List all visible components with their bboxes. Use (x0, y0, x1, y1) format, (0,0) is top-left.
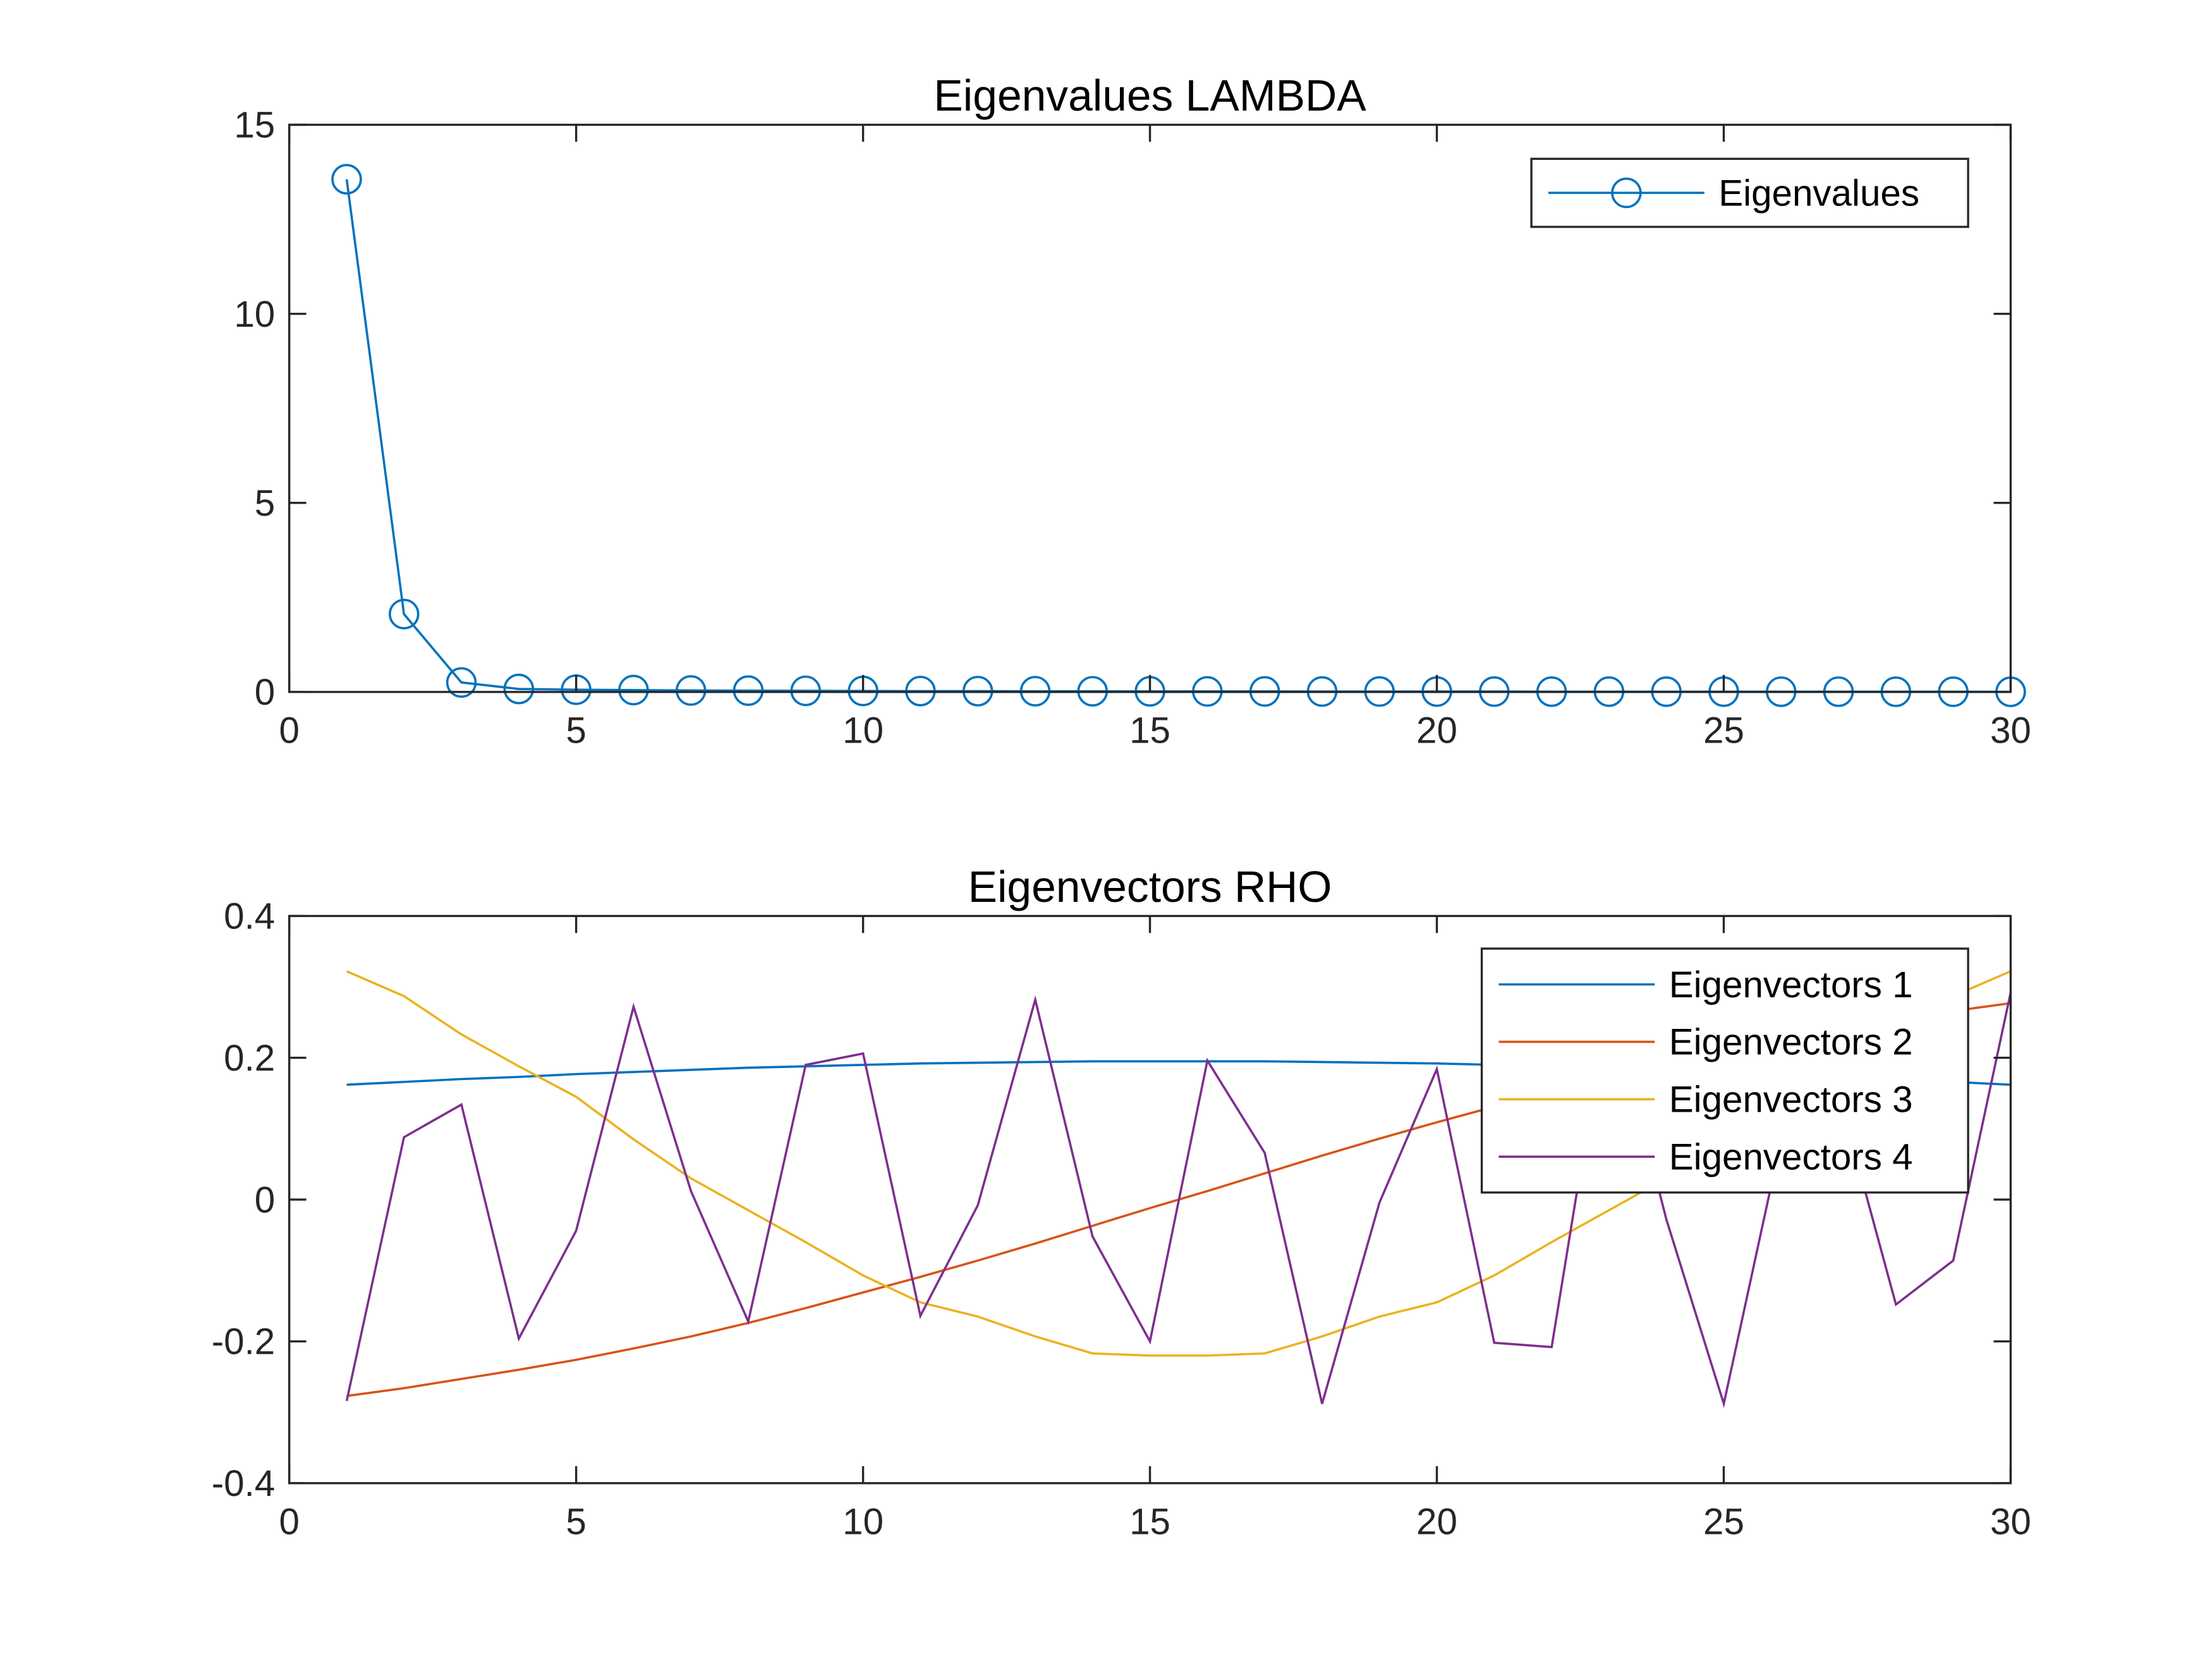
x-tick-label: 30 (1990, 1502, 2031, 1543)
legend-marker (1611, 177, 1642, 209)
x-tick-label: 15 (1129, 710, 1170, 751)
data-point (503, 673, 535, 705)
x-tick-label: 20 (1416, 710, 1457, 751)
legend: Eigenvalues (1530, 157, 1969, 228)
x-tick-label: 15 (1129, 1502, 1170, 1543)
legend-item: Eigenvectors 4 (1498, 1136, 1913, 1177)
x-tick-label: 10 (842, 1502, 884, 1543)
chart-title: Eigenvectors RHO (968, 862, 1332, 911)
legend-label: Eigenvectors 3 (1669, 1079, 1913, 1121)
legend-label: Eigenvalues (1718, 173, 1919, 214)
y-tick-label: -0.2 (212, 1322, 276, 1363)
x-tick-label: 0 (279, 1502, 299, 1543)
series-line-4 (345, 992, 2012, 1409)
y-tick-label: 10 (234, 294, 275, 335)
chart-title: Eigenvalues LAMBDA (933, 71, 1366, 120)
x-tick-label: 25 (1703, 710, 1744, 751)
legend-label: Eigenvectors 1 (1669, 964, 1913, 1006)
legend-item: Eigenvectors 1 (1498, 964, 1913, 1006)
y-tick-label: 0 (255, 672, 275, 713)
data-point (732, 675, 764, 707)
data-point (446, 667, 477, 698)
x-tick-label: 30 (1990, 710, 2031, 751)
data-point (790, 675, 822, 707)
y-tick-label: 5 (255, 483, 275, 524)
data-point (675, 675, 707, 706)
eigenvectors-axes: Eigenvectors RHO 0 5 10 15 20 25 30 -0.4 -0.2 0 0.… (212, 862, 2031, 1543)
x-tick-label: 5 (566, 1502, 586, 1543)
legend-item: Eigenvalues (1548, 173, 1919, 214)
y-tick-label: 0 (255, 1179, 275, 1220)
x-tick-label: 5 (566, 710, 586, 751)
eigenvalues-axes: Eigenvalues LAMBDA 0 5 10 15 20 25 30 0 5 10 15 Eig… (234, 71, 2031, 751)
y-tick-label: 0.2 (224, 1038, 275, 1079)
legend-item: Eigenvectors 3 (1498, 1079, 1913, 1121)
legend-box (1480, 947, 1969, 1194)
y-tick-label: 0.4 (224, 896, 275, 937)
x-tick-label: 20 (1416, 1502, 1457, 1543)
legend-label: Eigenvectors 4 (1669, 1136, 1913, 1177)
data-point (331, 164, 362, 195)
legend: Eigenvectors 1 Eigenvectors 2 Eigenvectors… (1480, 947, 1969, 1194)
legend-label: Eigenvectors 2 (1669, 1022, 1913, 1063)
legend-item: Eigenvectors 2 (1498, 1022, 1913, 1063)
x-tick-label: 25 (1703, 1502, 1744, 1543)
x-tick-label: 10 (842, 710, 884, 751)
y-tick-label: 15 (234, 105, 275, 146)
series-line-1 (345, 179, 2011, 693)
data-point (389, 599, 420, 629)
data-point (618, 674, 649, 706)
y-tick-label: -0.4 (212, 1463, 276, 1504)
x-tick-label: 0 (279, 710, 299, 751)
